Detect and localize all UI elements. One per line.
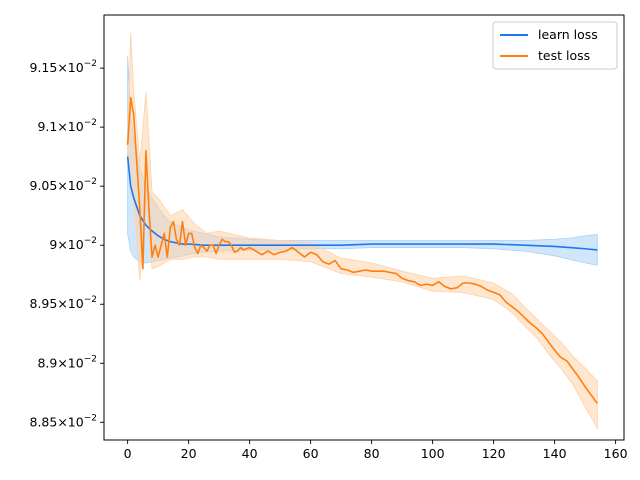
y-axis: 8.85×10−2 8.9×10−2 8.95×10−2 9×10−2 9.05×10−… (30, 59, 104, 429)
confidence-bands (127, 32, 598, 430)
legend-label-learn-loss: learn loss (538, 27, 598, 42)
x-tick-label: 60 (303, 446, 319, 461)
x-tick-label: 120 (482, 446, 506, 461)
y-tick-label: 8.9×10−2 (37, 354, 97, 370)
x-tick-label: 40 (242, 446, 258, 461)
x-tick-label: 80 (364, 446, 380, 461)
line-test-loss (126, 96, 598, 404)
legend-label-test-loss: test loss (538, 48, 590, 63)
y-tick-label: 9×10−2 (49, 236, 97, 252)
x-tick-label: 0 (124, 446, 132, 461)
x-tick-label: 160 (604, 446, 628, 461)
x-axis: 0 20 40 60 80 100 120 140 160 (124, 440, 628, 461)
y-tick-label: 8.95×10−2 (30, 295, 98, 311)
axes-frame (103, 14, 625, 441)
line-learn-loss (126, 156, 598, 251)
y-tick-label: 9.05×10−2 (30, 177, 98, 193)
x-tick-label: 20 (181, 446, 197, 461)
y-tick-label: 8.85×10−2 (30, 413, 98, 429)
band-test-loss (127, 32, 598, 430)
series-lines (126, 96, 598, 404)
x-tick-label: 140 (543, 446, 567, 461)
y-tick-label: 9.15×10−2 (30, 59, 98, 75)
y-tick-label: 9.1×10−2 (37, 118, 97, 134)
x-tick-label: 100 (421, 446, 445, 461)
legend: learn loss test loss (492, 21, 618, 70)
legend-box (492, 21, 618, 70)
